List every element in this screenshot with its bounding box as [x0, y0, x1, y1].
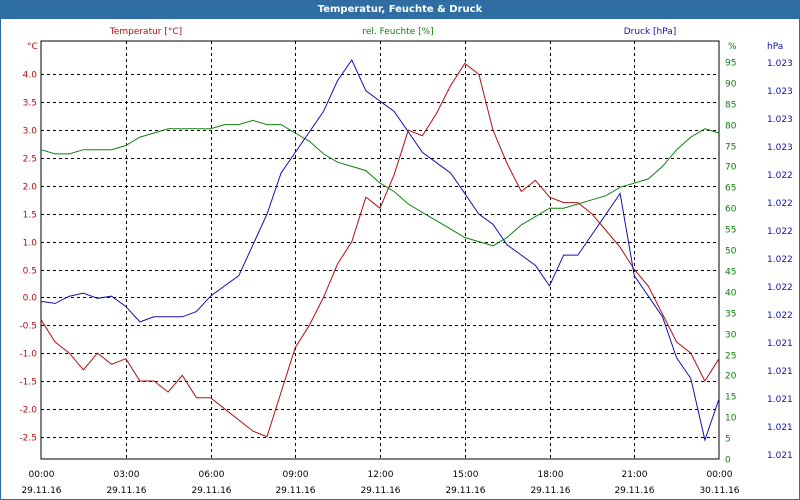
- temperature-tick-label: -0.5: [19, 322, 37, 332]
- pressure-tick-label: 1.021: [767, 423, 793, 433]
- x-tick-date: 29.11.16: [445, 486, 485, 496]
- humidity-tick-label: 30: [725, 331, 737, 341]
- x-tick-date: 29.11.16: [191, 486, 231, 496]
- humidity-tick-label: 60: [725, 205, 737, 215]
- x-tick-time: 15:00: [453, 470, 479, 480]
- pressure-tick-label: 1.021: [767, 339, 793, 349]
- x-tick-date: 29.11.16: [360, 486, 400, 496]
- temperature-tick-label: 1.0: [23, 239, 38, 249]
- x-tick-date: 29.11.16: [275, 486, 315, 496]
- humidity-tick-label: 90: [725, 80, 737, 90]
- pressure-tick-label: 1.022: [767, 227, 793, 237]
- humidity-tick-label: 0: [725, 456, 731, 466]
- humidity-tick-label: 75: [725, 143, 736, 153]
- humidity-tick-label: 65: [725, 184, 736, 194]
- humidity-tick-label: 40: [725, 289, 737, 299]
- labels: Temperatur [°C] rel. Feuchte [%] Druck [hP…: [109, 27, 676, 37]
- pressure-tick-label: 1.023: [767, 115, 793, 125]
- pressure-tick-label: 1.021: [767, 395, 793, 405]
- temperature-tick-label: -1.0: [19, 350, 37, 360]
- humidity-tick-label: 25: [725, 352, 736, 362]
- pressure-tick-label: 1.023: [767, 143, 793, 153]
- pressure-tick-label: 1.021: [767, 367, 793, 377]
- grid: [40, 40, 720, 460]
- x-tick-date: 30.11.16: [699, 486, 739, 496]
- temperature-tick-label: 4.0: [23, 71, 38, 81]
- pressure-tick-label: 1.022: [767, 255, 793, 265]
- temperature-tick-label: -2.0: [19, 406, 37, 416]
- x-tick-time: 12:00: [368, 470, 394, 480]
- humidity-tick-label: 50: [725, 247, 737, 257]
- humidity-tick-label: 85: [725, 101, 736, 111]
- pressure-tick-label: 1.021: [767, 451, 793, 461]
- pressure-unit: hPa: [767, 42, 783, 52]
- window-title: Temperatur, Feuchte & Druck: [1, 1, 799, 19]
- temperature-tick-label: 0.5: [23, 267, 37, 277]
- temperature-tick-label: 1.5: [23, 211, 37, 221]
- humidity-tick-label: 80: [725, 122, 737, 132]
- pressure-tick-label: 1.023: [767, 59, 793, 69]
- temperature-tick-label: -2.5: [19, 434, 37, 444]
- temperature-tick-label: -1.5: [19, 378, 37, 388]
- humidity-tick-label: 10: [725, 414, 737, 424]
- legend-pressure: Druck [hPa]: [624, 27, 677, 37]
- humidity-tick-label: 15: [725, 393, 736, 403]
- pressure-tick-label: 1.023: [767, 87, 793, 97]
- pressure-tick-label: 1.022: [767, 199, 793, 209]
- temperature-tick-label: 2.5: [23, 155, 37, 165]
- temperature-tick-label: 3.5: [23, 99, 37, 109]
- x-tick-time: 18:00: [538, 470, 564, 480]
- x-tick-time: 00:00: [29, 470, 55, 480]
- temperature-unit: °C: [27, 42, 38, 52]
- x-tick-time: 00:00: [707, 470, 733, 480]
- x-tick-time: 03:00: [114, 470, 140, 480]
- humidity-unit: %: [728, 42, 737, 52]
- pressure-tick-label: 1.022: [767, 171, 793, 181]
- legend-humidity: rel. Feuchte [%]: [362, 27, 433, 37]
- pressure-tick-label: 1.022: [767, 283, 793, 293]
- humidity-tick-label: 35: [725, 310, 736, 320]
- x-tick-date: 29.11.16: [106, 486, 146, 496]
- series: [40, 58, 720, 442]
- pressure-tick-label: 1.022: [767, 311, 793, 321]
- axes: 4.0 3.5 3.0 2.5 2.0 1.5 1.0 0.5 0.0 -0.5 -1.0 -1.5 -…: [19, 42, 792, 496]
- temperature-tick-label: 3.0: [23, 127, 38, 137]
- temperature-tick-label: 2.0: [23, 183, 38, 193]
- temperature-tick-label: 0.0: [23, 294, 38, 304]
- x-tick-date: 29.11.16: [530, 486, 570, 496]
- humidity-tick-label: 55: [725, 226, 736, 236]
- legend-temperature: Temperatur [°C]: [109, 27, 182, 37]
- x-tick-time: 21:00: [622, 470, 648, 480]
- series-line-humidity: [40, 119, 720, 247]
- humidity-tick-label: 20: [725, 372, 737, 382]
- series-line-pressure: [40, 58, 720, 442]
- series-line-temperature: [40, 62, 720, 438]
- x-tick-date: 29.11.16: [21, 486, 61, 496]
- humidity-tick-label: 5: [725, 435, 731, 445]
- humidity-tick-label: 45: [725, 268, 736, 278]
- humidity-tick-label: 70: [725, 163, 737, 173]
- x-tick-time: 06:00: [199, 470, 225, 480]
- humidity-tick-label: 95: [725, 59, 736, 69]
- x-tick-time: 09:00: [283, 470, 309, 480]
- x-tick-date: 29.11.16: [614, 486, 654, 496]
